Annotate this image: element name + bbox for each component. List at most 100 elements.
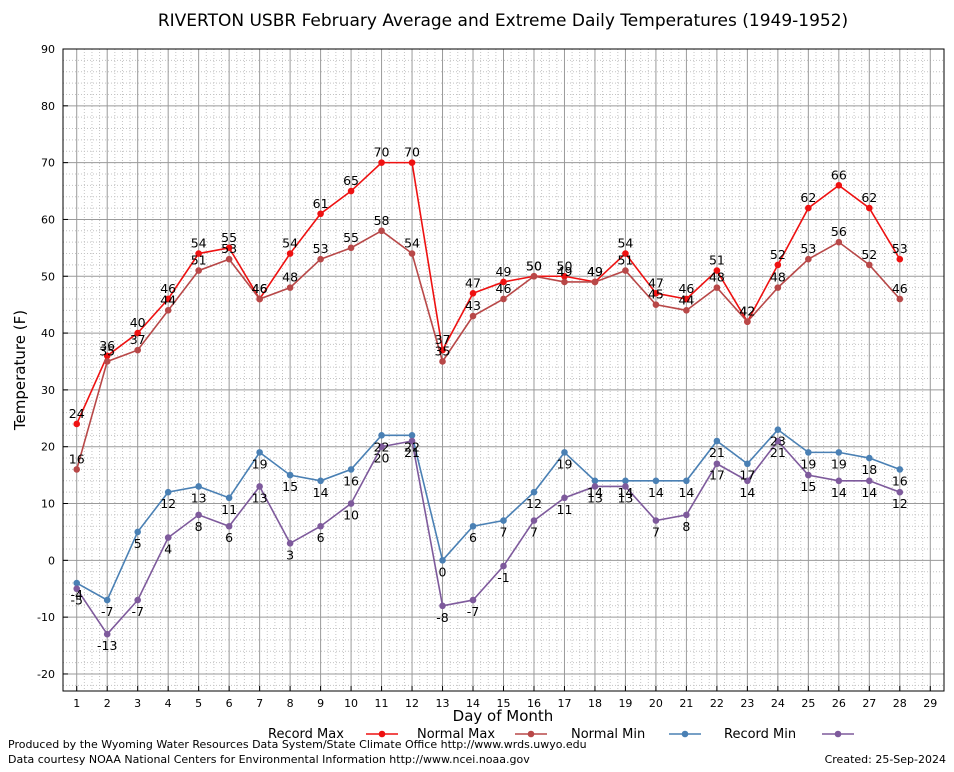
record-max-data-label: 49 [496,264,512,279]
normal-min-data-label: 5 [134,536,142,551]
x-tick-label: 11 [375,697,389,710]
record-min-data-label: 11 [557,502,573,517]
record-min-data-label: 15 [800,479,816,494]
legend-marker-normal-min [681,730,689,738]
normal-max-data-label: 48 [770,270,786,285]
normal-max-point [866,261,873,269]
footer-created-date: Created: 25-Sep-2024 [825,753,946,766]
record-max-point [378,159,385,166]
record-max-data-label: 52 [770,247,786,262]
normal-min-point [744,460,751,468]
record-min-point [866,477,873,485]
normal-min-data-label: 16 [892,473,908,488]
record-max-data-label: 70 [404,145,420,160]
record-max-point [73,420,81,428]
normal-max-data-label: 51 [617,253,633,268]
record-max-point [164,295,172,303]
x-tick-label: 14 [466,697,480,710]
y-tick-label: 50 [41,270,55,283]
chart-title: RIVERTON USBR February Average and Extre… [158,11,848,31]
y-tick-label: 90 [41,43,55,56]
normal-min-data-label: -4 [70,587,83,602]
record-max-point [835,182,843,189]
normal-max-data-label: 50 [526,258,542,273]
normal-min-data-label: 14 [313,485,329,500]
normal-min-line [76,428,901,602]
normal-min-data-label: 12 [526,496,542,511]
footer-data-courtesy: Data courtesy NOAA National Centers for … [8,753,530,766]
normal-min-data-label: 23 [770,434,786,449]
record-max-data-label: 47 [648,275,664,290]
record-min-data-label: 20 [374,451,390,466]
y-tick-label: 70 [41,157,55,170]
record-max-data-label: 50 [557,258,573,273]
normal-max-point [805,255,812,263]
y-axis-label: Temperature (F) [11,310,29,431]
record-min-data-label: -7 [467,604,479,619]
x-tick-label: 5 [195,697,202,710]
normal-min-data-label: 22 [374,439,390,454]
record-max-data-label: 61 [313,196,329,211]
record-min-point [439,602,446,610]
normal-min-point [256,449,263,456]
legend-marker-normal-max [527,730,535,738]
normal-max-data-label: 44 [678,292,694,307]
record-min-data-label: -13 [97,638,117,653]
record-max-data-label: 54 [191,236,207,251]
record-max-point [347,187,355,195]
normal-max-point [439,358,446,365]
normal-max-point [286,284,294,291]
record-min-data-label: 14 [861,485,877,500]
record-min-data-label: 13 [617,490,633,505]
x-tick-label: 3 [134,697,141,710]
record-min-data-label: 3 [286,547,294,562]
record-min-data-label: 8 [195,519,203,534]
record-min-data-label: 21 [770,445,786,460]
record-min-point [103,630,111,638]
record-max-point [134,329,141,337]
normal-max-point [256,295,263,303]
record-max-point [195,250,202,257]
x-tick-label: 20 [649,697,663,710]
record-max-point [408,159,416,166]
normal-max-point [530,272,538,280]
x-tick-label: 10 [344,697,358,710]
legend: Record Max Normal Max Normal Min Record Min [268,727,854,742]
normal-max-point [896,295,904,303]
normal-min-point [500,517,507,524]
normal-max-data-label: 37 [130,332,146,347]
record-max-point [774,261,782,269]
record-min-data-label: 7 [652,525,660,540]
normal-min-data-label: 15 [282,479,298,494]
normal-min-data-label: 0 [439,564,447,579]
x-tick-label: 2 [104,697,111,710]
normal-min-point [469,522,477,530]
normal-min-point [683,477,690,485]
normal-max-data-label: 55 [343,230,359,245]
record-max-point [469,290,477,297]
x-axis-label: Day of Month [453,707,554,725]
record-max-data-label: 46 [252,281,268,296]
record-max-point [652,290,660,297]
normal-max-point [744,318,751,326]
normal-min-point [591,477,599,485]
record-max-point [561,272,568,280]
record-min-point [896,488,904,496]
normal-max-point [195,267,202,274]
normal-min-data-label: 14 [678,485,694,500]
record-min-line [76,439,901,636]
record-min-data-label: -1 [497,570,509,585]
x-tick-label: 19 [618,697,632,710]
record-max-data-label: 37 [435,332,451,347]
normal-min-data-label: 19 [557,456,573,471]
record-min-point [805,471,812,479]
record-min-data-label: 13 [252,490,268,505]
normal-min-data-label: 16 [343,473,359,488]
record-max-data-label: 36 [99,338,115,353]
y-tick-label: 30 [41,384,55,397]
normal-min-data-label: -7 [101,604,113,619]
record-max-point [317,210,324,218]
record-min-data-label: 12 [892,496,908,511]
record-max-point [805,204,812,212]
record-min-point [744,477,751,485]
